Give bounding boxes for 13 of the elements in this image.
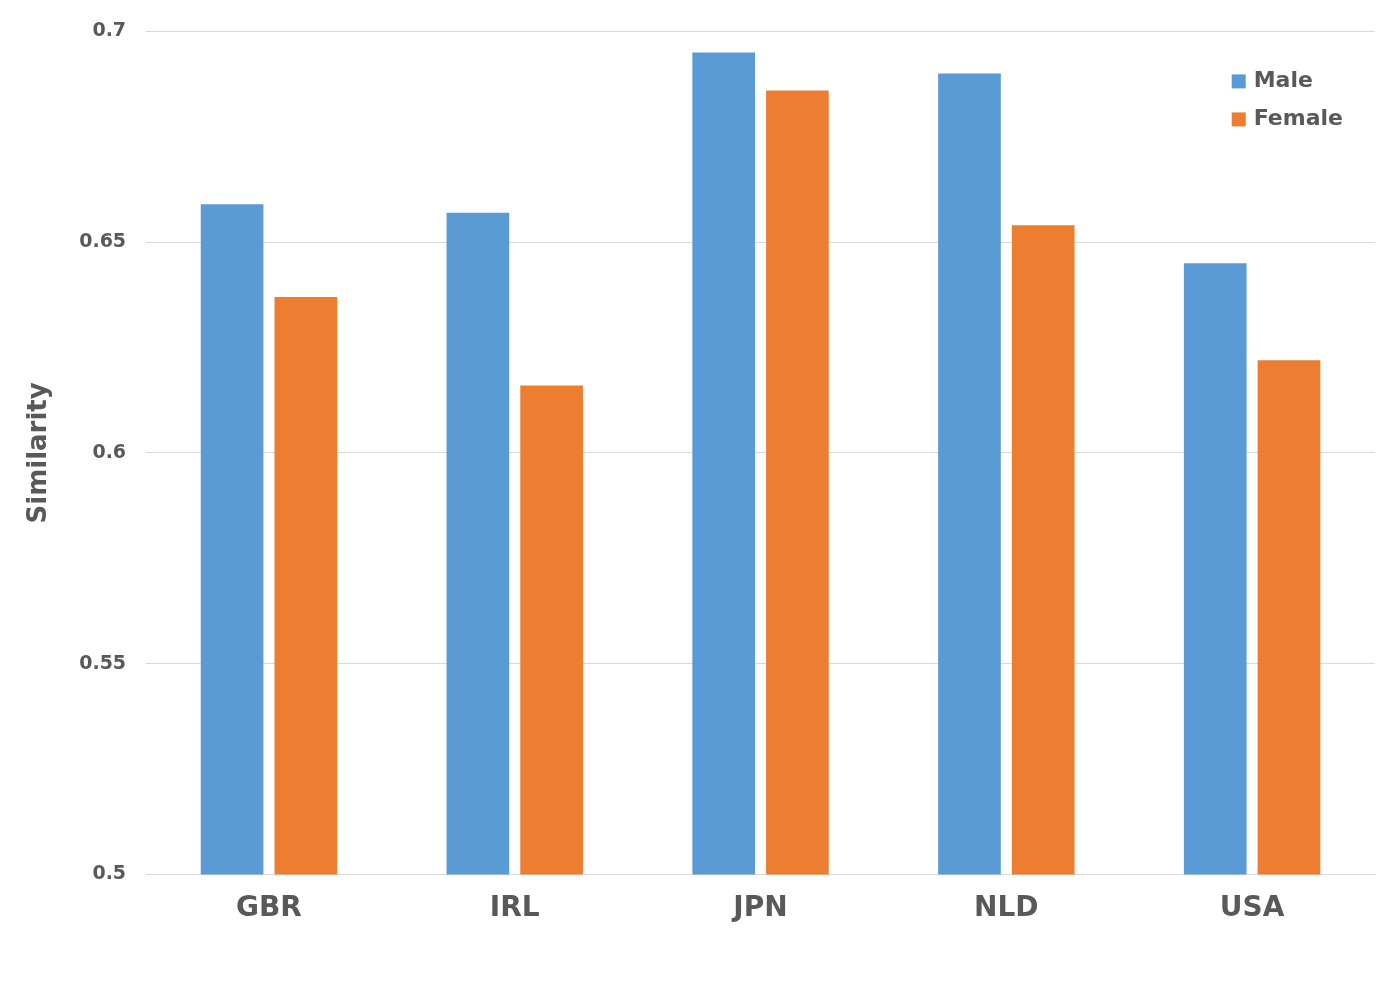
y-tick-label: 0.65 bbox=[79, 229, 127, 252]
y-tick-label: 0.7 bbox=[92, 18, 127, 41]
y-tick-label: 0.5 bbox=[92, 861, 127, 884]
x-tick-label: GBR bbox=[236, 890, 302, 924]
x-tick-label: IRL bbox=[489, 890, 540, 924]
x-tick-label: NLD bbox=[974, 890, 1039, 924]
y-axis-title: Similarity bbox=[22, 382, 53, 524]
legend-label: Female bbox=[1253, 105, 1344, 131]
y-tick-label: 0.6 bbox=[92, 439, 127, 462]
x-tick-label: USA bbox=[1219, 890, 1285, 924]
y-tick-label: 0.55 bbox=[79, 650, 127, 673]
x-tick-label: JPN bbox=[731, 890, 788, 924]
legend-label: Male bbox=[1253, 67, 1313, 93]
